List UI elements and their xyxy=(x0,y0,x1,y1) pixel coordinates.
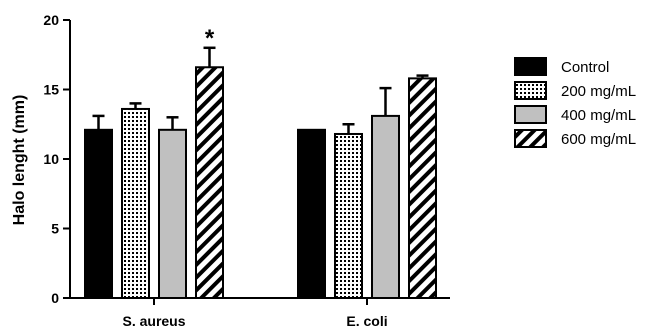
bar-s-aureus-600-mg-ml xyxy=(195,66,224,300)
x-tick-label-e-coli: E. coli xyxy=(346,313,387,326)
y-tick-label: 15 xyxy=(43,82,59,98)
significance-annotation: * xyxy=(205,25,215,52)
y-axis: 0 5 10 15 20 xyxy=(43,12,71,306)
y-axis-label: Halo lenght (mm) xyxy=(11,95,28,226)
bar-s-aureus-200-mg-ml xyxy=(121,107,150,299)
bar-e-coli-600-mg-ml xyxy=(408,77,437,299)
bar-s-aureus-400-mg-ml xyxy=(158,128,187,299)
legend-swatch-600-mg-ml xyxy=(514,129,547,148)
bars: * xyxy=(84,25,437,300)
y-tick-label: 10 xyxy=(43,151,59,167)
legend-swatch-control xyxy=(514,57,547,76)
bar-s-aureus-control xyxy=(84,128,113,299)
legend: Control 200 mg/mL 400 mg/mL 600 mg/mL xyxy=(514,57,636,148)
y-tick-label: 5 xyxy=(51,221,59,237)
legend-label-400-mg-ml: 400 mg/mL xyxy=(561,107,636,124)
bar-e-coli-200-mg-ml xyxy=(334,132,363,299)
x-axis: S. aureus E. coli xyxy=(70,297,450,326)
y-tick-label: 0 xyxy=(51,290,59,306)
legend-swatch-200-mg-ml xyxy=(514,81,547,100)
legend-swatch-400-mg-ml xyxy=(514,105,547,124)
bar-e-coli-400-mg-ml xyxy=(371,114,400,299)
legend-label-600-mg-ml: 600 mg/mL xyxy=(561,131,636,148)
x-tick-label-s-aureus: S. aureus xyxy=(122,313,185,326)
legend-label-200-mg-ml: 200 mg/mL xyxy=(561,83,636,100)
y-tick-label: 20 xyxy=(43,12,59,28)
bar-e-coli-control xyxy=(297,128,326,299)
legend-label-control: Control xyxy=(561,59,609,76)
